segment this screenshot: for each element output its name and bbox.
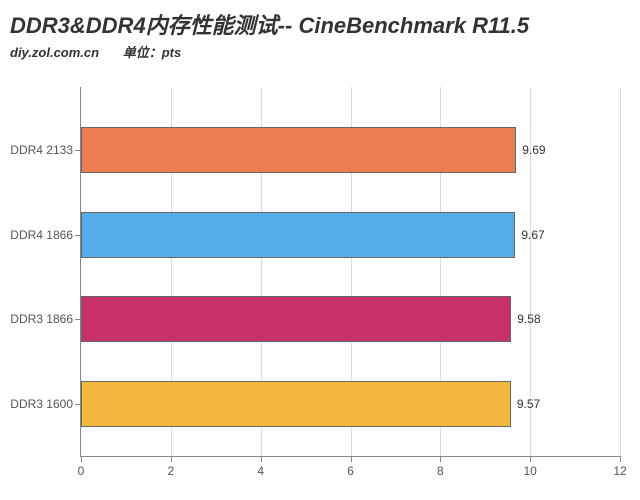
gridline-v bbox=[620, 87, 621, 456]
bar-value-label: 9.67 bbox=[521, 228, 544, 242]
x-axis-label: 6 bbox=[347, 456, 354, 478]
source-site: diy.zol.com.cn bbox=[10, 45, 99, 60]
x-axis-label: 2 bbox=[167, 456, 174, 478]
chart-area: 024681012DDR4 21339.69DDR4 18669.67DDR3 … bbox=[80, 87, 620, 487]
bar bbox=[81, 127, 516, 173]
chart-subline: diy.zol.com.cn 单位：pts bbox=[10, 42, 628, 61]
bar-value-label: 9.57 bbox=[517, 397, 540, 411]
bar bbox=[81, 212, 515, 258]
x-axis-label: 10 bbox=[523, 456, 536, 478]
x-axis-label: 12 bbox=[613, 456, 626, 478]
y-axis-label: DDR4 1866 bbox=[10, 228, 81, 242]
y-axis-label: DDR4 2133 bbox=[10, 143, 81, 157]
bar-value-label: 9.58 bbox=[517, 312, 540, 326]
chart-header: DDR3&DDR4内存性能测试-- CineBenchmark R11.5 di… bbox=[0, 0, 640, 67]
bar-row: DDR3 16009.57 bbox=[81, 381, 620, 427]
y-axis-label: DDR3 1600 bbox=[10, 397, 81, 411]
x-axis-label: 0 bbox=[78, 456, 85, 478]
x-axis-label: 8 bbox=[437, 456, 444, 478]
bar bbox=[81, 381, 511, 427]
x-axis-label: 4 bbox=[257, 456, 264, 478]
bar-value-label: 9.69 bbox=[522, 143, 545, 157]
bar-row: DDR4 18669.67 bbox=[81, 212, 620, 258]
bar-row: DDR3 18669.58 bbox=[81, 296, 620, 342]
chart-title: DDR3&DDR4内存性能测试-- CineBenchmark R11.5 bbox=[10, 8, 628, 40]
bar bbox=[81, 296, 511, 342]
bar-row: DDR4 21339.69 bbox=[81, 127, 620, 173]
plot-area: 024681012DDR4 21339.69DDR4 18669.67DDR3 … bbox=[80, 87, 620, 457]
unit-label: 单位：pts bbox=[123, 45, 182, 60]
y-axis-label: DDR3 1866 bbox=[10, 312, 81, 326]
